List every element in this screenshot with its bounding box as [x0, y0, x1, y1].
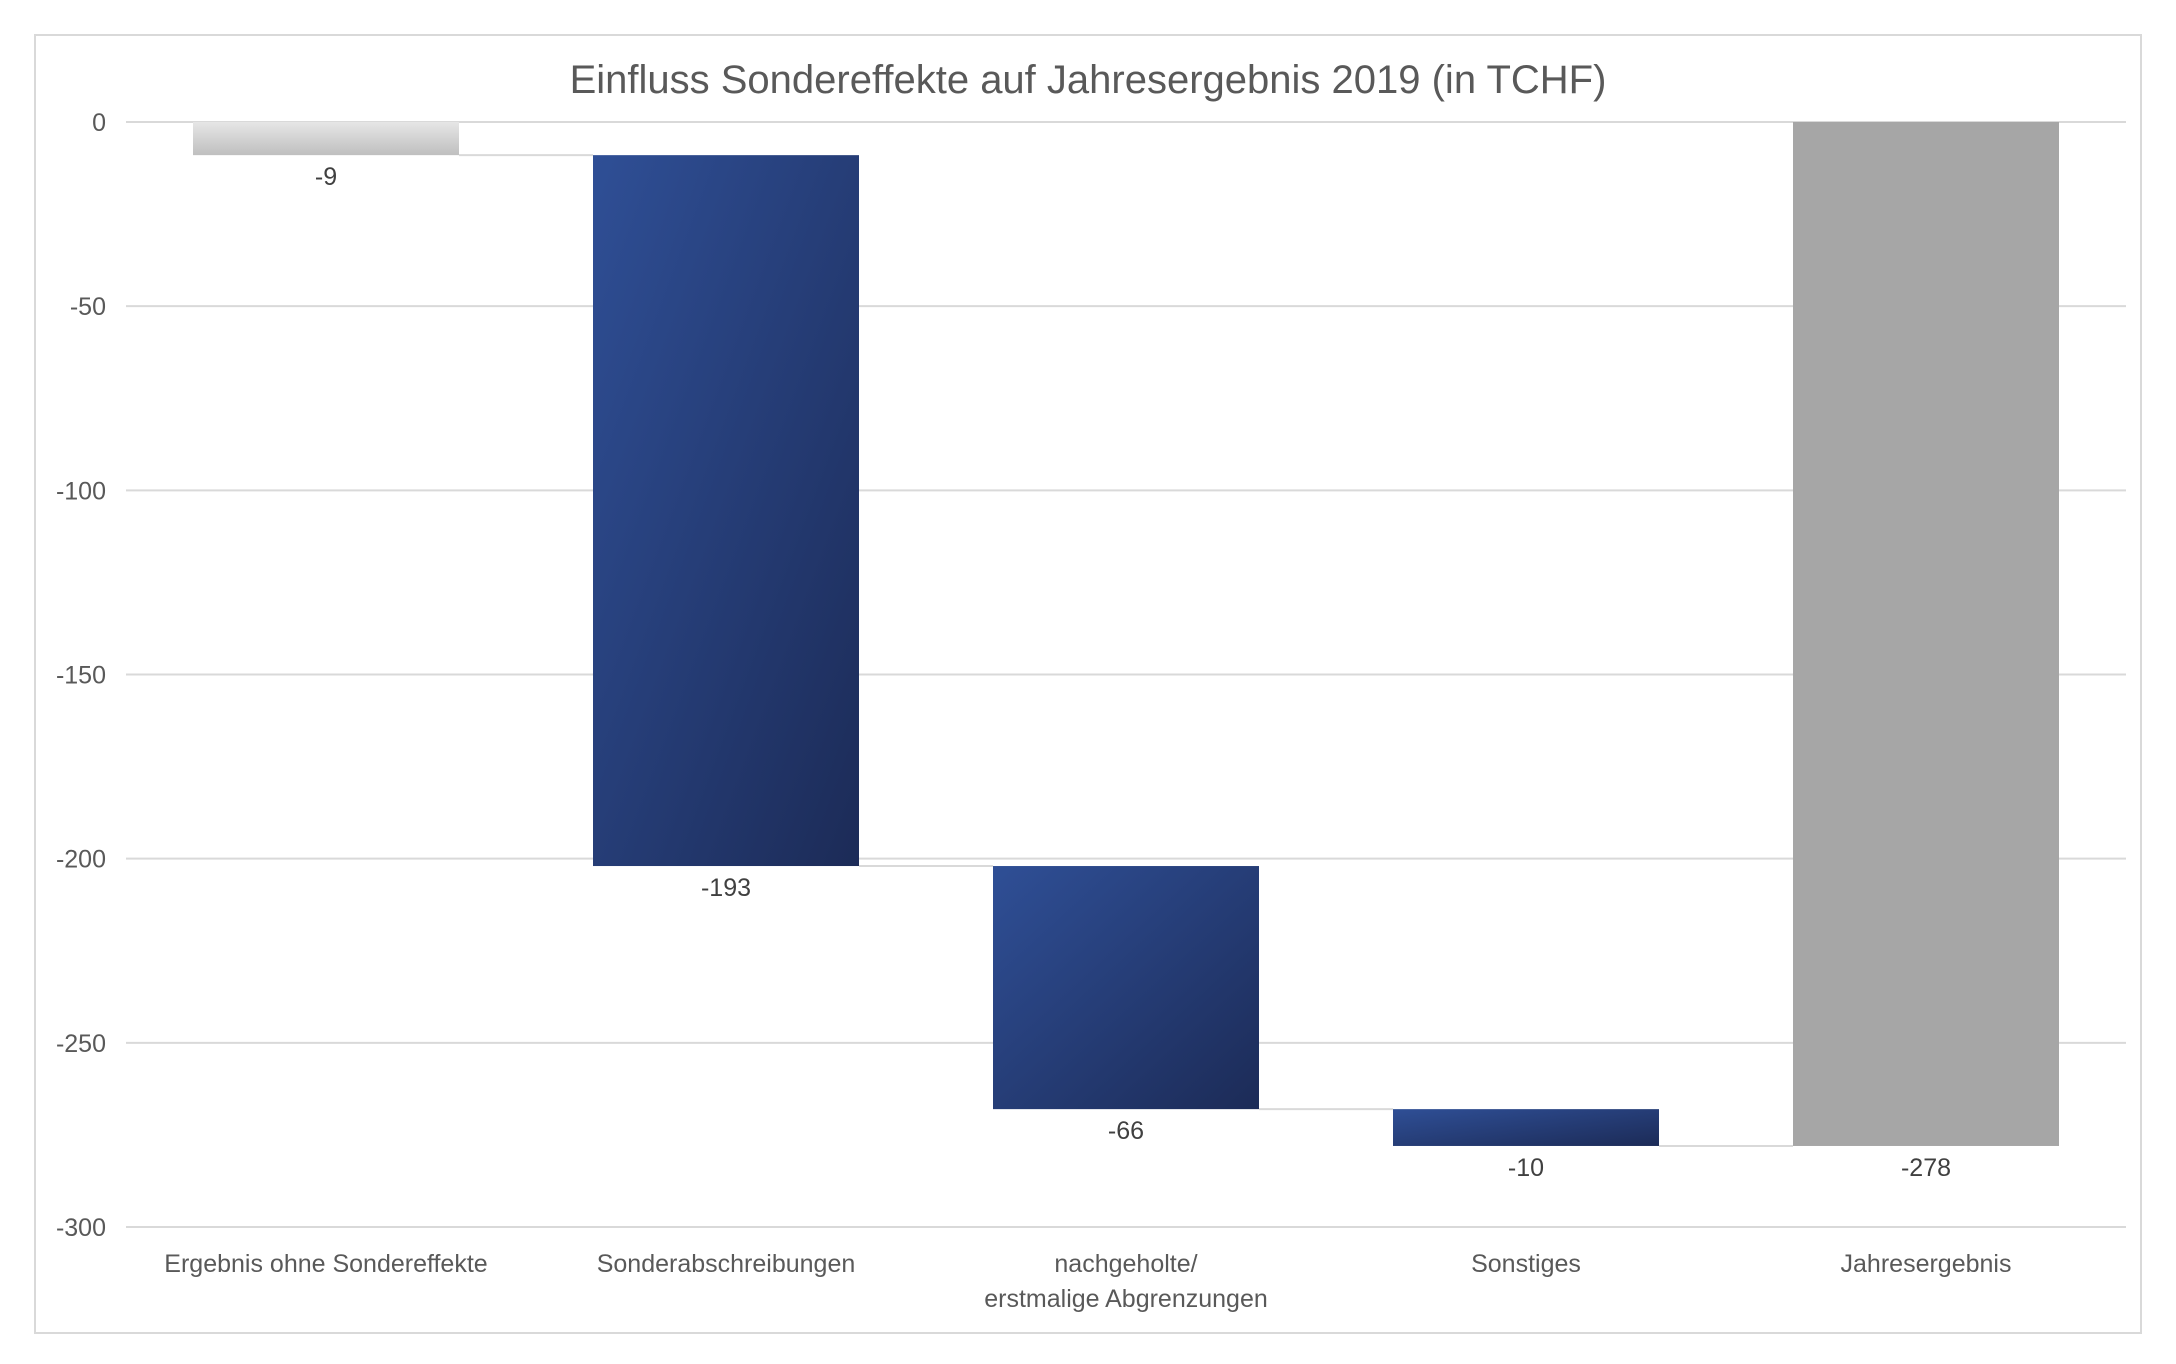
chart-title: Einfluss Sondereffekte auf Jahresergebni… — [570, 58, 1607, 102]
data-label: -278 — [1901, 1154, 1951, 1182]
y-tick-label: -100 — [56, 477, 106, 505]
y-tick-label: 0 — [92, 109, 106, 137]
x-category-label: Sonstiges — [1471, 1250, 1581, 1278]
y-tick-label: -150 — [56, 662, 106, 690]
bar — [993, 866, 1259, 1110]
chart-frame — [34, 34, 2142, 1334]
bar — [1793, 122, 2059, 1146]
data-label: -10 — [1508, 1154, 1544, 1182]
x-category-label: Ergebnis ohne Sondereffekte — [164, 1250, 487, 1278]
y-tick-label: -50 — [70, 293, 106, 321]
x-category-label: Sonderabschreibungen — [597, 1250, 856, 1278]
data-label: -66 — [1108, 1117, 1144, 1145]
bar — [1393, 1109, 1659, 1146]
data-label: -9 — [315, 163, 337, 191]
bar — [193, 122, 459, 156]
y-tick-label: -300 — [56, 1214, 106, 1242]
y-tick-label: -250 — [56, 1030, 106, 1058]
y-tick-label: -200 — [56, 846, 106, 874]
x-category-label: nachgeholte/erstmalige Abgrenzungen — [984, 1250, 1268, 1313]
x-category-label: Jahresergebnis — [1841, 1250, 2012, 1278]
bar — [593, 155, 859, 867]
data-label: -193 — [701, 874, 751, 902]
